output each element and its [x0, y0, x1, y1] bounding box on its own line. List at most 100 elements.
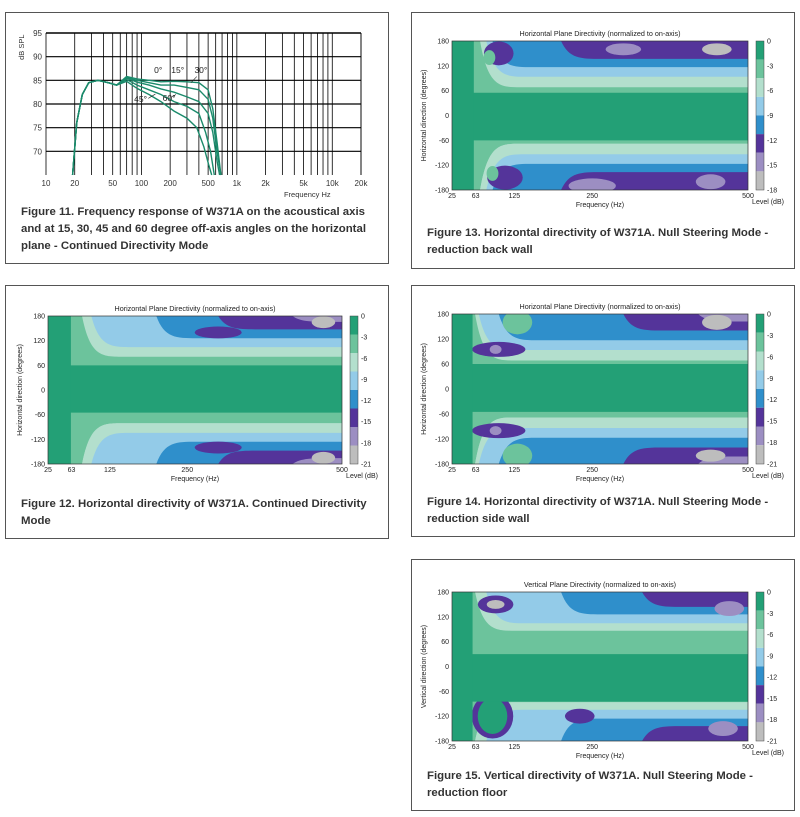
- colorbar-segment: [350, 371, 358, 390]
- colorbar-tick-label: -3: [767, 333, 773, 340]
- colorbar-segment: [756, 171, 764, 190]
- colorbar-segment: [756, 96, 764, 116]
- colorbar-segment: [756, 592, 764, 611]
- colorbar-title: Level (dB): [346, 473, 378, 480]
- heatmap-field: [452, 592, 748, 741]
- chart-title: Vertical Plane Directivity (normalized t…: [524, 580, 676, 589]
- colorbar-segment: [756, 407, 764, 427]
- level-region: [311, 316, 336, 329]
- x-axis-label: Frequency Hz: [284, 190, 331, 199]
- colorbar-segment: [756, 389, 764, 408]
- colorbar-tick-label: -12: [361, 398, 371, 405]
- x-tick-label: 500: [336, 467, 348, 474]
- colorbar-frame: [349, 315, 359, 465]
- y-tick-label: 120: [33, 338, 45, 345]
- y-tick-label: -180: [435, 188, 449, 195]
- plot-frame: [451, 591, 749, 742]
- figure-15-caption: Figure 15. Vertical directivity of W371A…: [427, 770, 753, 799]
- angle-label: 45°: [134, 94, 147, 104]
- x-tick-label: 250: [586, 193, 598, 200]
- colorbar-tick-label: -18: [767, 188, 777, 195]
- colorbar-segment: [350, 353, 358, 372]
- colorbar-segment: [756, 59, 764, 79]
- level-region: [48, 316, 71, 464]
- colorbar-tick-label: -18: [767, 717, 777, 724]
- colorbar-tick-label: -21: [767, 462, 777, 469]
- x-tick-label: 25: [448, 193, 456, 200]
- level-region: [702, 314, 732, 330]
- y-tick-label: 180: [437, 312, 449, 319]
- heatmap-field: [452, 41, 748, 190]
- colorbar-tick-label: -6: [767, 632, 773, 639]
- directivity-heatmap-14: Horizontal Plane Directivity (normalized…: [421, 302, 784, 483]
- x-tick-label: 125: [508, 744, 520, 751]
- y-tick-label: 0: [445, 113, 449, 120]
- level-region: [452, 41, 474, 190]
- x-tick-label: 10: [42, 179, 51, 188]
- colorbar-segment: [756, 685, 764, 704]
- y-tick-label: -180: [435, 462, 449, 469]
- level-region: [502, 314, 533, 335]
- y-tick-label: -180: [435, 739, 449, 746]
- colorbar-segment: [756, 666, 764, 686]
- colorbar-segment: [756, 78, 764, 97]
- colorbar-tick-label: 0: [361, 314, 365, 321]
- x-tick-label: 5k: [299, 179, 308, 188]
- y-tick-label: 0: [445, 387, 449, 394]
- x-tick-label: 100: [135, 179, 149, 188]
- x-axis-label: Frequency (Hz): [171, 476, 219, 483]
- level-region: [605, 43, 642, 56]
- level-region: [695, 449, 726, 462]
- colorbar-tick-label: -15: [767, 696, 777, 703]
- colorbar-tick-label: -9: [767, 113, 773, 120]
- x-tick-label: 250: [586, 467, 598, 474]
- level-region: [194, 326, 242, 339]
- y-tick-label: 70: [33, 147, 42, 156]
- directivity-heatmap-15: Vertical Plane Directivity (normalized t…: [421, 580, 784, 760]
- level-region: [702, 43, 732, 56]
- x-tick-label: 10k: [326, 179, 340, 188]
- colorbar-segment: [756, 332, 764, 352]
- colorbar-segment: [756, 152, 764, 172]
- y-tick-label: 90: [33, 53, 42, 62]
- colorbar-tick-label: -3: [767, 63, 773, 70]
- level-region: [194, 441, 242, 454]
- angle-label: 15°: [171, 65, 184, 75]
- colorbar-title: Level (dB): [752, 750, 784, 757]
- level-region: [483, 50, 496, 66]
- frequency-response-chart: 70 75 80 85 90 95 10 20 50 100 200 500 1k 2k 5k 10k 20k F…: [17, 29, 368, 199]
- response-curve-4: [71, 79, 213, 176]
- y-tick-label: -60: [35, 412, 45, 419]
- level-region: [452, 592, 473, 741]
- colorbar-segment: [756, 134, 764, 153]
- colorbar-tick-label: -21: [767, 739, 777, 746]
- x-tick-label: 250: [181, 467, 193, 474]
- y-tick-label: 120: [437, 614, 449, 621]
- y-tick-label: -60: [439, 412, 449, 419]
- y-tick-label: 75: [33, 124, 42, 133]
- level-region: [568, 178, 616, 190]
- level-region: [311, 451, 336, 464]
- level-region: [452, 92, 748, 141]
- x-axis-label: Frequency (Hz): [576, 476, 624, 483]
- level-region: [486, 165, 499, 181]
- y-tick-label: 60: [441, 639, 449, 646]
- level-region: [452, 654, 748, 702]
- colorbar-tick-label: -9: [767, 653, 773, 660]
- figure-14-caption: Figure 14. Horizontal directivity of W37…: [427, 496, 769, 525]
- x-tick-label: 200: [163, 179, 177, 188]
- colorbar-tick-label: -18: [361, 440, 371, 447]
- leader-line: [148, 93, 156, 99]
- colorbar-tick-label: -15: [361, 419, 371, 426]
- colorbar-tick-label: -12: [767, 675, 777, 682]
- level-region: [695, 174, 726, 190]
- x-tick-label: 125: [104, 467, 116, 474]
- y-tick-label: 80: [33, 100, 42, 109]
- figure-13-caption: Figure 13. Horizontal directivity of W37…: [427, 227, 769, 256]
- level-region: [48, 365, 342, 413]
- y-tick-label: 60: [37, 363, 45, 370]
- colorbar-frame: [755, 313, 765, 465]
- figure-15-panel: Vertical Plane Directivity (normalized t…: [411, 559, 795, 811]
- y-axis-label: Horizontal direction (degrees): [421, 343, 428, 435]
- y-tick-label: -60: [439, 689, 449, 696]
